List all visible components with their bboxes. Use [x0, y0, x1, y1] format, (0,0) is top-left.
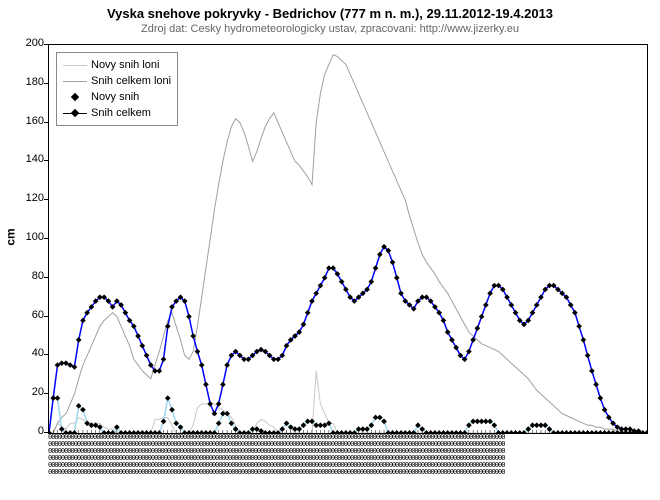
ytick-label: 180: [14, 76, 44, 88]
ytick-label: 0: [14, 425, 44, 437]
legend-label: Novy snih: [91, 91, 139, 103]
ytick-label: 160: [14, 115, 44, 127]
ytick-label: 40: [14, 347, 44, 359]
legend-label: Snih celkem: [91, 107, 151, 119]
legend-label: Snih celkem loni: [91, 75, 171, 87]
ytick-label: 120: [14, 192, 44, 204]
legend: Novy snih loni Snih celkem loni Novy snih S…: [56, 52, 178, 126]
x-axis-labels: 0000000000000000000000000000000000000000…: [48, 434, 646, 476]
ytick-label: 60: [14, 309, 44, 321]
chart-subtitle: Zdroj dat: Cesky hydrometeorologicky ust…: [0, 21, 660, 35]
ytick-label: 100: [14, 231, 44, 243]
legend-item: Novy snih: [63, 89, 171, 105]
chart-title: Vyska snehove pokryvky - Bedrichov (777 …: [0, 0, 660, 21]
ytick-label: 200: [14, 37, 44, 49]
ytick-label: 20: [14, 386, 44, 398]
ytick-label: 80: [14, 270, 44, 282]
legend-item: Novy snih loni: [63, 57, 171, 73]
legend-item: Snih celkem: [63, 105, 171, 121]
chart-container: Vyska snehove pokryvky - Bedrichov (777 …: [0, 0, 660, 500]
legend-label: Novy snih loni: [91, 59, 159, 71]
ytick-label: 140: [14, 153, 44, 165]
legend-item: Snih celkem loni: [63, 73, 171, 89]
